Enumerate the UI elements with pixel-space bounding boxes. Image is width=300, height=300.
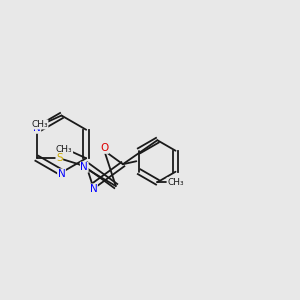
Text: CH₃: CH₃	[31, 120, 48, 129]
Text: O: O	[100, 143, 108, 153]
Text: CH₃: CH₃	[167, 178, 184, 187]
Text: N: N	[90, 184, 97, 194]
Text: S: S	[56, 153, 63, 163]
Text: N: N	[33, 123, 41, 133]
Text: N: N	[80, 162, 88, 172]
Text: N: N	[58, 169, 65, 179]
Text: CH₃: CH₃	[56, 145, 73, 154]
